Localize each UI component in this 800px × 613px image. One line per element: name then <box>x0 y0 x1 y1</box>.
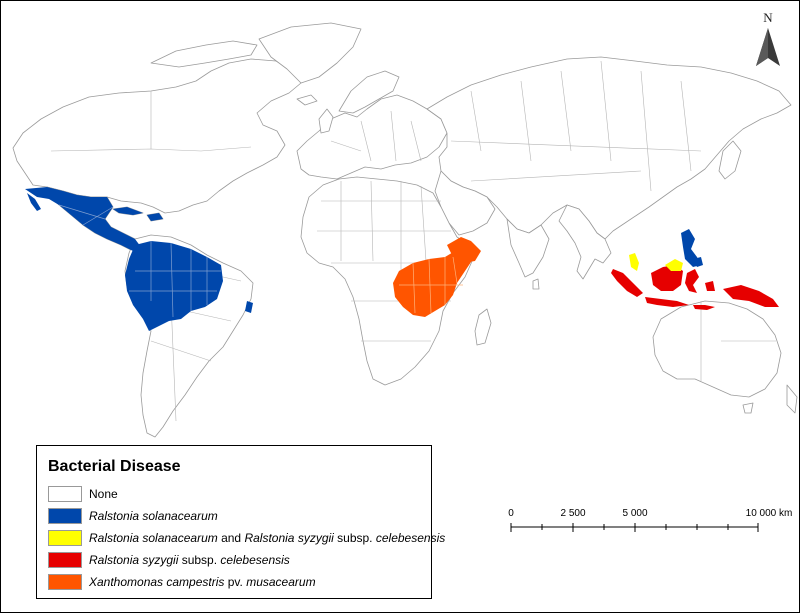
iceland <box>296 94 318 106</box>
scale-tick-2500: 2 500 <box>560 508 585 519</box>
region-maluku <box>705 281 715 291</box>
legend-label-part: musacearum <box>246 575 316 589</box>
region-brazil-east-coast <box>245 301 253 313</box>
legend-label: Ralstonia solanacearum <box>89 509 218 523</box>
region-xanthomonas <box>393 237 481 317</box>
scale-tick-5000: 5 000 <box>622 508 647 519</box>
legend-label: Ralstonia solanacearum and Ralstonia syz… <box>89 531 445 545</box>
region-south-america-north <box>125 241 223 331</box>
region-central-east-africa <box>393 241 473 317</box>
legend-label: None <box>89 487 118 501</box>
region-sabah <box>665 259 683 271</box>
north-label: N <box>763 10 773 25</box>
japan <box>718 140 742 180</box>
legend-label-part: Ralstonia syzygii <box>244 531 334 545</box>
legend-label-part: celebesensis <box>220 553 290 567</box>
region-lesser-sunda <box>693 305 715 310</box>
australia <box>652 300 782 398</box>
region-java <box>645 297 689 307</box>
india <box>506 218 550 278</box>
legend-swatch <box>48 574 82 590</box>
new-zealand <box>786 384 798 414</box>
legend-label-part: subsp. <box>178 553 221 567</box>
madagascar <box>474 308 492 346</box>
scale-tick-10000: 10 000 km <box>746 508 793 519</box>
region-cuba <box>113 207 143 215</box>
legend-label-part: subsp. <box>333 531 376 545</box>
sri-lanka <box>532 278 540 290</box>
legend-label: Ralstonia syzygii subsp. celebesensis <box>89 553 290 567</box>
region-hispaniola <box>147 213 163 221</box>
legend-label-part: Ralstonia solanacearum <box>89 531 218 545</box>
north-arrow: N <box>756 10 780 66</box>
indochina <box>558 204 612 280</box>
region-philippines <box>681 229 701 267</box>
tasmania <box>742 402 754 414</box>
region-mexico-central-america <box>25 187 141 251</box>
legend-swatch <box>48 508 82 524</box>
legend-label-part: Xanthomonas campestris <box>89 575 225 589</box>
region-malaysia-peninsula <box>629 253 639 271</box>
region-ralstonia-solanacearum <box>25 187 253 331</box>
scale-tick-0: 0 <box>508 508 514 519</box>
region-baja-california <box>27 193 41 211</box>
legend-label-part: None <box>89 487 118 501</box>
region-ethiopia <box>447 237 481 263</box>
legend-label: Xanthomonas campestris pv. musacearum <box>89 575 316 589</box>
region-borneo <box>651 265 683 291</box>
legend-swatch <box>48 552 82 568</box>
region-southeast-asia <box>611 229 779 310</box>
uk <box>318 108 334 134</box>
region-sulawesi <box>685 269 699 293</box>
legend-label-part: Ralstonia solanacearum <box>89 509 218 523</box>
greenland <box>258 22 362 84</box>
legend-label-part: and <box>217 531 245 545</box>
legend-swatch <box>48 530 82 546</box>
legend-label-part: Ralstonia syzygii <box>89 553 179 567</box>
arctic-islands <box>150 40 258 68</box>
region-sumatra <box>611 269 643 297</box>
legend: Bacterial Disease None Ralstonia solanac… <box>36 445 445 599</box>
region-papua <box>723 285 779 307</box>
legend-label-part: celebesensis <box>375 531 446 545</box>
africa <box>300 176 474 386</box>
region-philippines-south <box>693 257 703 267</box>
legend-label-part: pv. <box>224 575 247 589</box>
legend-title: Bacterial Disease <box>48 458 181 475</box>
legend-swatch <box>48 486 82 502</box>
scandinavia <box>338 70 400 114</box>
